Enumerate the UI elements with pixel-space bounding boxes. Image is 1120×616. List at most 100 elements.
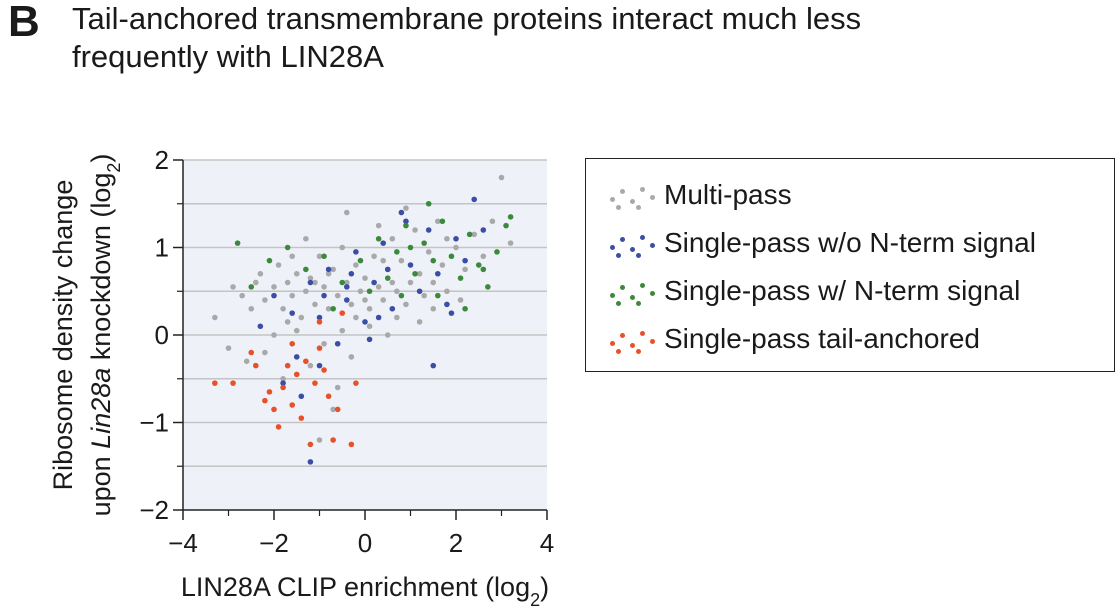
data-point [312,380,318,386]
legend-label: Multi-pass [664,179,792,210]
legend-dot [650,195,655,200]
data-point [407,262,414,268]
data-point [212,380,218,386]
data-point [348,301,355,308]
y-axis-label-line2: upon Lin28a knockdown (log2) [86,154,124,517]
data-point [407,279,414,286]
data-point [289,340,296,347]
legend-dot [620,189,625,194]
data-point [439,218,446,225]
data-point [457,275,464,281]
data-point [462,305,468,312]
grid-lines [183,159,547,467]
data-point [234,240,241,246]
data-point [344,209,350,216]
data-point [212,314,218,321]
data-point [444,235,450,242]
data-point [248,305,255,312]
data-point [344,297,350,303]
data-point [435,218,441,225]
legend-dot [650,291,655,296]
data-point [339,279,346,286]
data-point [257,270,264,277]
data-point [403,205,409,211]
data-point [248,349,255,356]
data-point [462,257,468,264]
data-point [380,257,387,264]
data-point [271,284,277,290]
data-point [248,284,255,290]
legend-dot [636,301,641,306]
data-point [334,340,341,347]
data-point [321,367,327,373]
data-point [280,305,286,312]
data-point [321,284,327,290]
data-point [298,393,305,400]
data-point [353,314,359,321]
data-point [303,358,309,365]
data-point [312,301,318,308]
data-point [303,288,309,295]
data-point [275,424,282,430]
legend-dot [620,285,625,290]
data-point [444,301,450,308]
legend: Multi-pass Single-pass w/o N-term signal… [585,158,1115,372]
data-point [384,332,391,338]
data-point [307,441,314,448]
data-point [448,253,455,260]
data-point [334,384,341,391]
legend-marker-icon [606,223,658,263]
data-point [371,253,377,260]
y-tick-label: −1 [139,408,169,438]
data-point [366,288,373,295]
data-point [262,297,268,303]
data-point [480,253,487,260]
data-point [380,297,387,303]
data-point [321,292,327,299]
data-point [230,284,236,290]
legend-dot [650,243,655,248]
x-axis-label: LIN28A CLIP enrichment (log2) [181,572,549,610]
data-point [303,266,309,273]
data-point [316,253,323,260]
data-point [353,262,359,268]
legend-label: Single-pass w/o N-term signal [664,227,1036,258]
data-point [439,262,446,268]
data-point [303,235,309,242]
legend-label: Single-pass tail-anchored [664,323,980,354]
data-point [239,292,245,299]
data-point [466,231,473,238]
data-point [430,362,437,369]
legend-label: Single-pass w/ N-term signal [664,275,1021,306]
data-point [457,297,464,303]
x-tick-label: 2 [449,528,463,558]
data-point [284,279,291,286]
data-point [489,218,496,225]
legend-dot [620,237,625,242]
legend-item-tail-anchored: Single-pass tail-anchored [606,319,980,359]
data-point [284,362,291,369]
data-point [262,349,268,356]
legend-item-multi-pass: Multi-pass [606,175,792,215]
data-point [253,362,259,369]
data-point [398,257,405,264]
legend-marker-icon [606,319,658,359]
data-point [253,279,259,286]
data-point [507,240,514,246]
data-point [412,227,418,233]
data-point [471,196,478,203]
data-point [348,270,355,277]
data-point [362,275,368,281]
data-point [384,266,391,273]
legend-dot [630,343,635,348]
data-point [430,257,437,264]
data-point [375,222,382,229]
data-point [334,292,341,299]
data-point [362,297,368,303]
legend-dot [630,199,635,204]
data-point [375,314,382,321]
data-point [498,174,505,181]
data-point [507,214,514,220]
data-point [371,279,377,286]
